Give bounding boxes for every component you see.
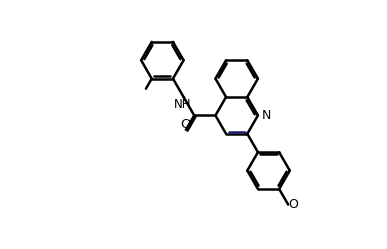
Text: O: O xyxy=(288,198,298,211)
Text: O: O xyxy=(180,118,190,131)
Text: N: N xyxy=(262,109,271,122)
Text: NH: NH xyxy=(174,98,191,111)
